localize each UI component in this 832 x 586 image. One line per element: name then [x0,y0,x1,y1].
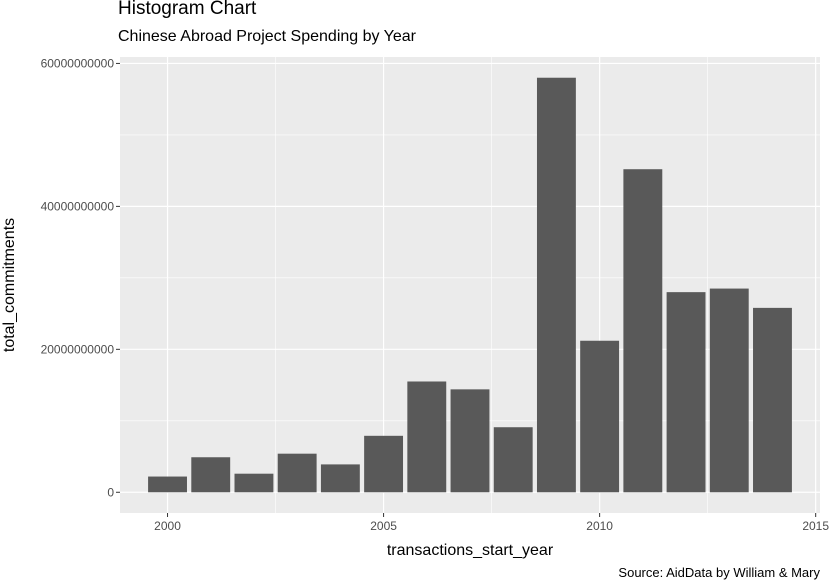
x-tick-label: 2005 [370,519,397,533]
bar-2002 [234,473,274,493]
y-tick-label: 20000000000 [41,342,115,356]
bar-2011 [623,169,663,493]
bar-2013 [709,288,749,493]
bar-2014 [753,307,792,493]
y-tick-label: 60000000000 [41,56,115,70]
bar-2001 [191,457,231,493]
bar-2004 [320,464,360,493]
y-axis-title: total_commitments [1,218,18,352]
chart-title: Histogram Chart [118,0,257,19]
bar-2010 [580,340,620,493]
y-axis: 0 20000000000 40000000000 60000000000 [41,56,120,499]
y-tick-label: 40000000000 [41,199,115,213]
bar-2007 [450,389,490,493]
bar-2012 [666,292,706,493]
bar-2000 [148,476,187,493]
bars [148,77,792,493]
bar-2008 [493,427,533,493]
y-tick-label: 0 [107,485,114,499]
x-tick-label: 2010 [586,519,613,533]
bar-2009 [536,77,576,493]
x-axis: 2000 2005 2010 2015 [154,513,829,533]
x-tick-label: 2000 [154,519,181,533]
chart-caption: Source: AidData by William & Mary [618,565,820,580]
x-axis-title: transactions_start_year [387,542,554,559]
bar-2006 [407,381,447,493]
x-tick-label: 2015 [802,519,829,533]
bar-2003 [277,453,317,493]
chart-subtitle: Chinese Abroad Project Spending by Year [118,28,416,45]
bar-2005 [364,435,404,493]
